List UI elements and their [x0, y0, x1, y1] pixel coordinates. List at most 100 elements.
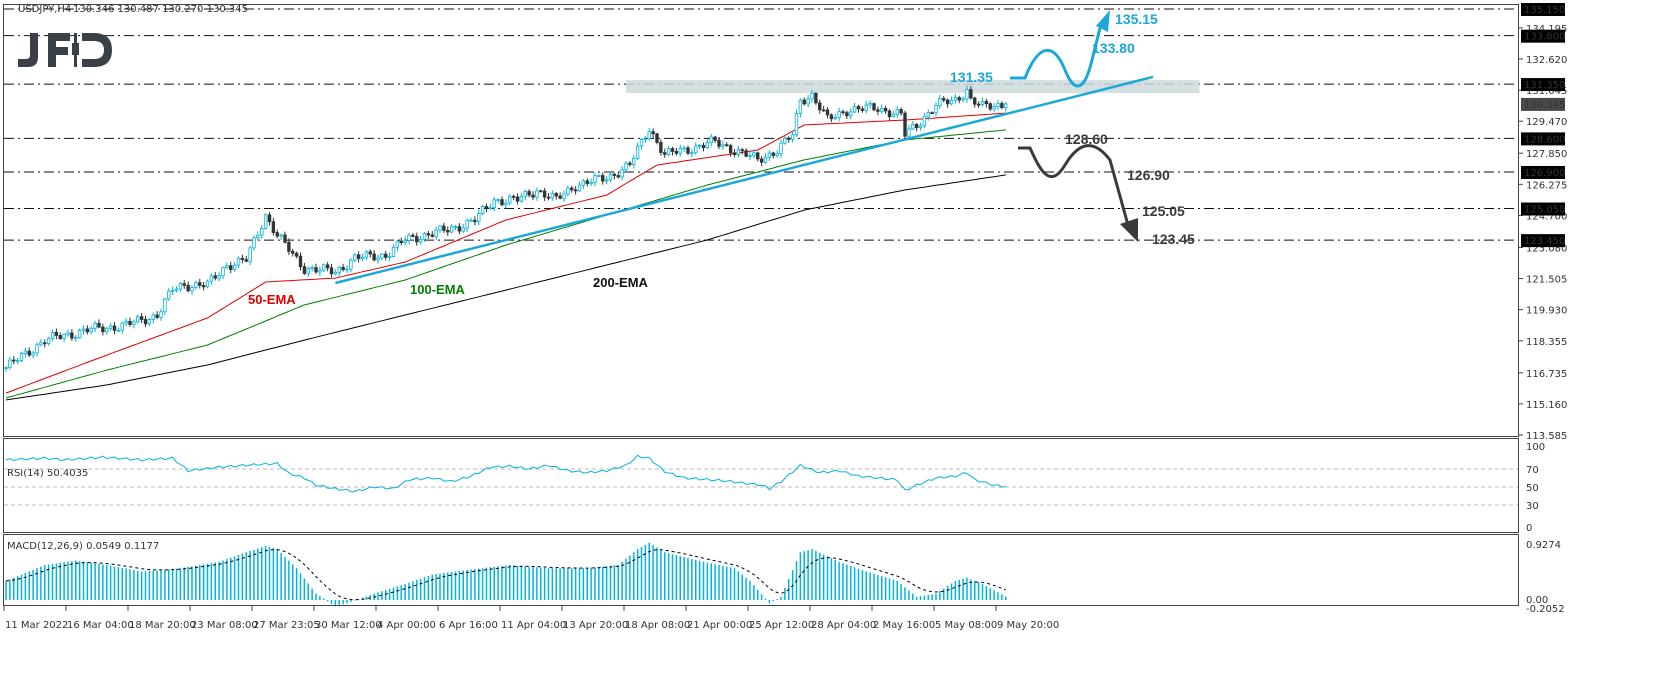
level-price-box	[1521, 29, 1565, 43]
candle	[387, 256, 392, 258]
candle	[229, 265, 233, 270]
candle	[573, 189, 578, 192]
candle	[554, 192, 558, 197]
candle	[411, 234, 415, 237]
candle	[124, 320, 128, 324]
candle	[570, 187, 574, 191]
candle	[155, 314, 159, 318]
ema-line-200-ema	[5, 174, 1006, 401]
candle	[477, 213, 481, 223]
candle	[814, 92, 818, 104]
candle	[643, 138, 648, 141]
candle	[891, 113, 896, 118]
y-tick-label: 115.160	[1526, 400, 1567, 411]
y-tick-label: 134.195	[1526, 24, 1567, 35]
symbol-label: USDJPY,H4	[18, 4, 71, 15]
macd-signal-line	[5, 549, 1006, 601]
candle	[310, 267, 314, 269]
candle	[116, 329, 121, 332]
candle	[43, 342, 47, 345]
candle	[880, 107, 884, 112]
candle	[593, 175, 597, 183]
bearish-arrow-head	[1120, 218, 1138, 242]
candle	[942, 98, 946, 101]
panel-borders	[3, 4, 1519, 606]
macd-y-tick-label: 0.9274	[1526, 540, 1561, 551]
rsi-title: RSI(14) 50.4035	[7, 468, 88, 479]
candle	[620, 169, 624, 178]
candle	[984, 100, 989, 105]
candle	[670, 148, 675, 152]
candle	[775, 153, 779, 156]
candle	[790, 134, 795, 140]
candle	[345, 268, 349, 271]
candle	[732, 152, 737, 156]
candle	[120, 322, 124, 331]
candle	[697, 144, 702, 147]
candle	[821, 109, 826, 112]
candle	[252, 237, 256, 249]
candle	[465, 220, 469, 229]
candle	[128, 320, 132, 325]
level-price-label: 131.350	[1524, 80, 1565, 91]
candle	[457, 226, 462, 232]
candle	[151, 314, 155, 320]
candle	[415, 236, 419, 243]
candle	[8, 359, 12, 368]
candle	[542, 190, 547, 198]
candle	[883, 107, 888, 112]
macd-title: MACD(12,26,9) 0.0549 0.1177	[7, 541, 159, 552]
label-100-ema: 100-EMA	[410, 282, 466, 297]
level-price-label: 135.150	[1524, 5, 1565, 16]
x-tick-label: 16 Mar 04:00	[67, 620, 134, 631]
candle	[740, 149, 744, 152]
candle	[647, 131, 651, 140]
candle	[519, 195, 524, 202]
level-price-box	[1521, 132, 1565, 146]
candle	[918, 125, 923, 129]
y-tick-label: 124.700	[1526, 211, 1567, 222]
candle	[395, 240, 400, 248]
candle	[604, 179, 609, 182]
candle	[911, 124, 915, 130]
candle	[217, 275, 221, 279]
candle	[980, 100, 985, 105]
candle	[306, 268, 310, 274]
candle	[682, 147, 686, 150]
candle	[399, 240, 403, 244]
candle	[167, 290, 171, 300]
candle	[535, 190, 539, 198]
candle	[294, 252, 299, 257]
candle	[136, 316, 140, 323]
candle	[961, 98, 965, 101]
candle	[446, 229, 450, 233]
candle	[616, 175, 620, 178]
rsi-y-tick-label: 30	[1526, 501, 1539, 512]
candle	[430, 234, 434, 237]
candle	[585, 180, 589, 184]
candle	[810, 92, 814, 100]
candle	[469, 219, 473, 222]
candle	[666, 148, 671, 155]
candle	[926, 112, 930, 118]
candle	[860, 108, 865, 111]
candle	[70, 332, 74, 339]
candle	[66, 332, 70, 335]
candle	[903, 112, 907, 137]
x-tick-label: 25 Apr 12:00	[749, 620, 814, 631]
candle	[802, 99, 806, 105]
candle	[701, 144, 706, 149]
candle	[783, 137, 787, 144]
candle	[205, 280, 210, 288]
ema-line-50-ema	[5, 112, 1006, 394]
candle	[934, 105, 938, 113]
candle	[601, 175, 605, 182]
candle	[291, 250, 295, 254]
label-126-90: 126.90	[1127, 167, 1170, 183]
uptrend-line	[335, 75, 1154, 285]
candle	[837, 111, 841, 118]
macd-y-tick-label: 0.00	[1526, 595, 1548, 606]
candle	[194, 282, 198, 288]
bullish-arrow-head	[1096, 10, 1110, 32]
candle	[236, 257, 241, 266]
